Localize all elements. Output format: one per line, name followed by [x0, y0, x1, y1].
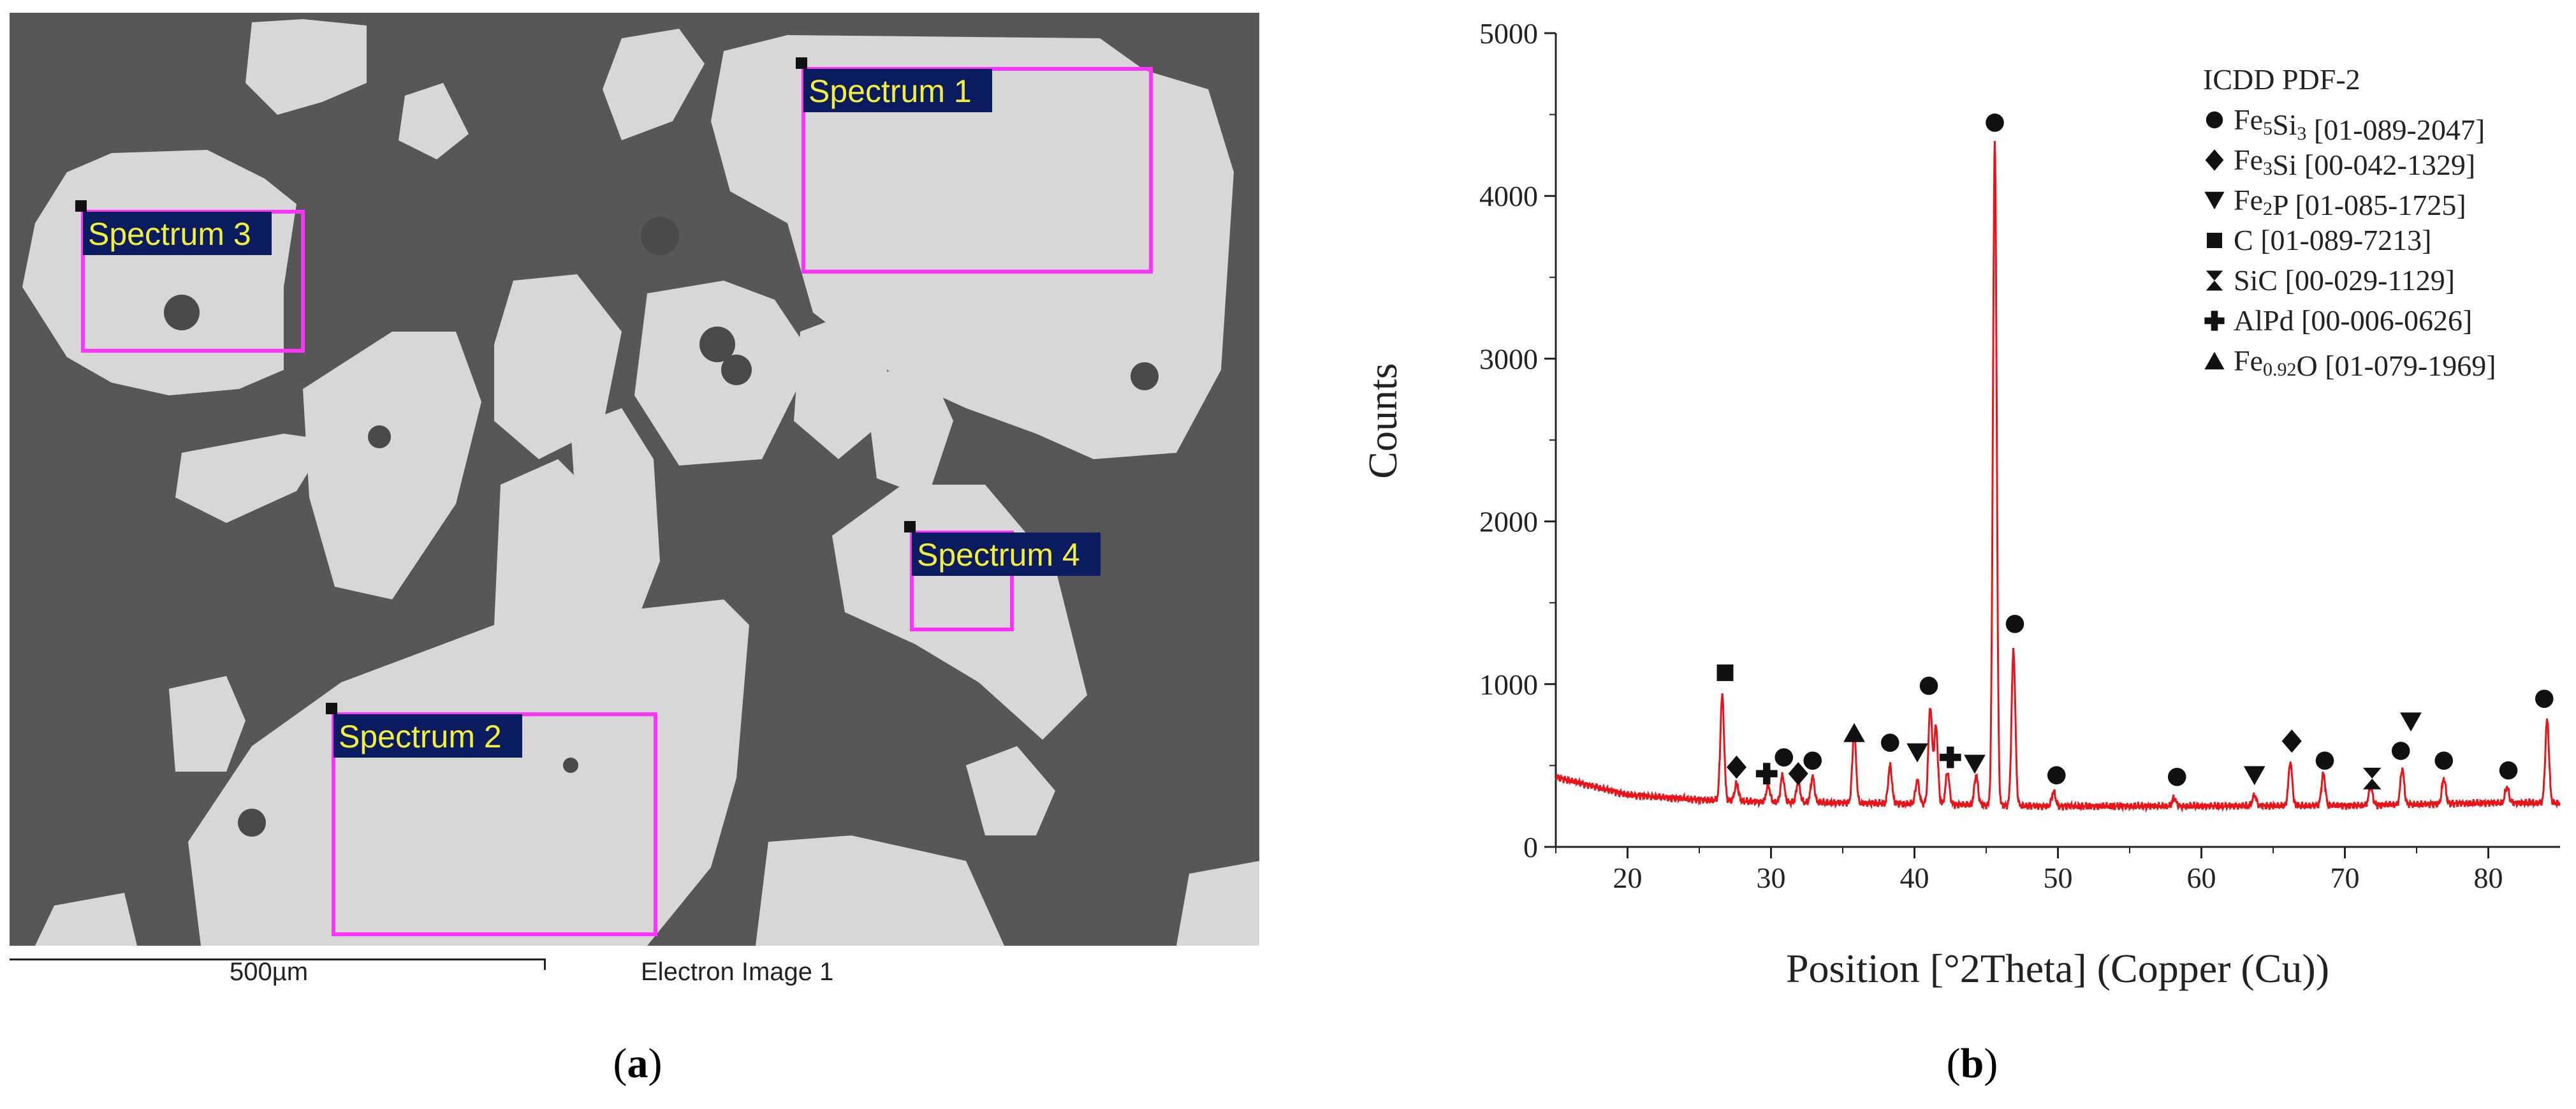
phase-marker-circle [1775, 748, 1794, 767]
x-tick-label: 30 [1757, 862, 1786, 894]
legend-symbol-triangle-down [2204, 191, 2225, 210]
spectrum-box-1: Spectrum 1 [796, 57, 1153, 274]
sem-pores [164, 217, 1159, 837]
caption-letter: a [627, 1040, 648, 1087]
phase-marker-square [1716, 664, 1734, 681]
x-tick-label: 70 [2331, 862, 2360, 894]
phase-marker-circle [1919, 677, 1938, 695]
legend-symbol-hourglass [2206, 270, 2223, 291]
phase-marker-circle [2315, 751, 2334, 770]
legend-symbol-square [2207, 233, 2222, 248]
x-tick-label: 50 [2044, 862, 2073, 894]
legend-symbol-circle [2206, 111, 2223, 129]
phase-marker-diamond [1726, 755, 1747, 779]
scale-label: 500µm [230, 958, 309, 986]
x-axis-title: Position [°2Theta] (Copper (Cu)) [1786, 946, 2329, 991]
y-tick-label: 1000 [1479, 668, 1538, 701]
spectrum-box-4: Spectrum 4 [904, 521, 1101, 631]
spectrum-label: Spectrum 4 [917, 537, 1080, 573]
phase-marker-circle [1986, 114, 2004, 132]
spectrum-box-2: Spectrum 2 [326, 703, 657, 936]
chart-axes: 0 1000 2000 3000 4000 5000 20 30 40 50 60 70 80 [1479, 17, 2560, 894]
legend-symbol-triangle-up [2204, 351, 2225, 370]
phase-marker-circle [2047, 766, 2066, 785]
image-title: Electron Image 1 [641, 958, 834, 986]
phase-marker-circle [1803, 751, 1822, 770]
x-tick-label: 20 [1613, 862, 1643, 894]
y-axis-title: Counts [1360, 363, 1405, 478]
legend-entry: Fe2P [01-085-1725] [2234, 184, 2466, 221]
phase-marker-circle [2434, 751, 2454, 770]
y-tick-label: 5000 [1479, 17, 1538, 50]
scale-bar [10, 958, 545, 960]
legend-entry: Fe0.92O [01-079-1969] [2234, 344, 2496, 382]
legend-entry: C [01-089-7213] [2234, 224, 2431, 256]
phase-marker-diamond [2281, 729, 2302, 753]
chart-markers [1716, 114, 2554, 790]
sem-panel: Spectrum 1 Spectrum 2 Spectrum 3 Spectru… [0, 0, 1275, 1109]
scale-bar-tick [544, 958, 546, 970]
x-tick-label: 60 [2187, 862, 2216, 894]
phase-marker-circle [2535, 689, 2554, 709]
phase-marker-diamond [1788, 761, 1808, 786]
phase-marker-circle [2499, 761, 2518, 780]
legend-entry: Fe3Si [00-042-1329] [2234, 143, 2475, 181]
phase-marker-circle [2391, 742, 2410, 760]
y-tick-label: 2000 [1479, 506, 1538, 538]
legend-symbol-diamond [2205, 149, 2224, 171]
phase-marker-circle [1880, 733, 1899, 752]
chart-series [1555, 141, 2561, 813]
spectrum-label: Spectrum 1 [809, 73, 972, 109]
legend-entry: AlPd [00-006-0626] [2234, 304, 2472, 337]
x-tick-label: 80 [2474, 862, 2503, 894]
y-tick-label: 3000 [1479, 342, 1538, 375]
phase-marker-triangle-down [2400, 712, 2422, 732]
spectrum-label: Spectrum 3 [88, 216, 251, 252]
sem-electron-image: Spectrum 1 Spectrum 2 Spectrum 3 Spectru… [10, 13, 1259, 946]
phase-marker-triangle-up [1843, 723, 1865, 742]
phase-marker-triangle-down [2243, 766, 2265, 786]
y-tick-label: 4000 [1479, 180, 1538, 212]
caption-letter: b [1960, 1040, 1984, 1087]
xrd-series-line [1555, 141, 2561, 813]
panel-caption-a: (a) [613, 1040, 662, 1087]
phase-marker-circle [2167, 767, 2186, 786]
legend-entry: Fe5Si3 [01-089-2047] [2234, 103, 2485, 146]
y-tick-label: 0 [1523, 831, 1538, 863]
phase-marker-circle [2005, 615, 2024, 633]
legend-entry: SiC [00-029-1129] [2234, 264, 2455, 297]
x-tick-label: 40 [1900, 862, 1929, 894]
xrd-chart: 0 1000 2000 3000 4000 5000 20 30 40 50 60 70 80 ICDD… [1360, 17, 2561, 991]
spectrum-label: Spectrum 2 [339, 719, 502, 754]
legend-title: ICDD PDF-2 [2203, 63, 2360, 96]
panel-caption-b: (b) [1946, 1040, 1998, 1087]
spectrum-box-3: Spectrum 3 [75, 200, 305, 353]
phase-marker-triangle-down [1964, 754, 1986, 774]
legend-symbol-cross [2204, 311, 2225, 331]
chart-legend: ICDD PDF-2 Fe5Si3 [01-089-2047]Fe3Si [00-… [2203, 63, 2496, 382]
phase-marker-hourglass [2362, 767, 2382, 790]
phase-marker-cross [1755, 763, 1778, 785]
phase-marker-cross [1939, 746, 1961, 768]
phase-marker-triangle-down [1906, 743, 1928, 763]
